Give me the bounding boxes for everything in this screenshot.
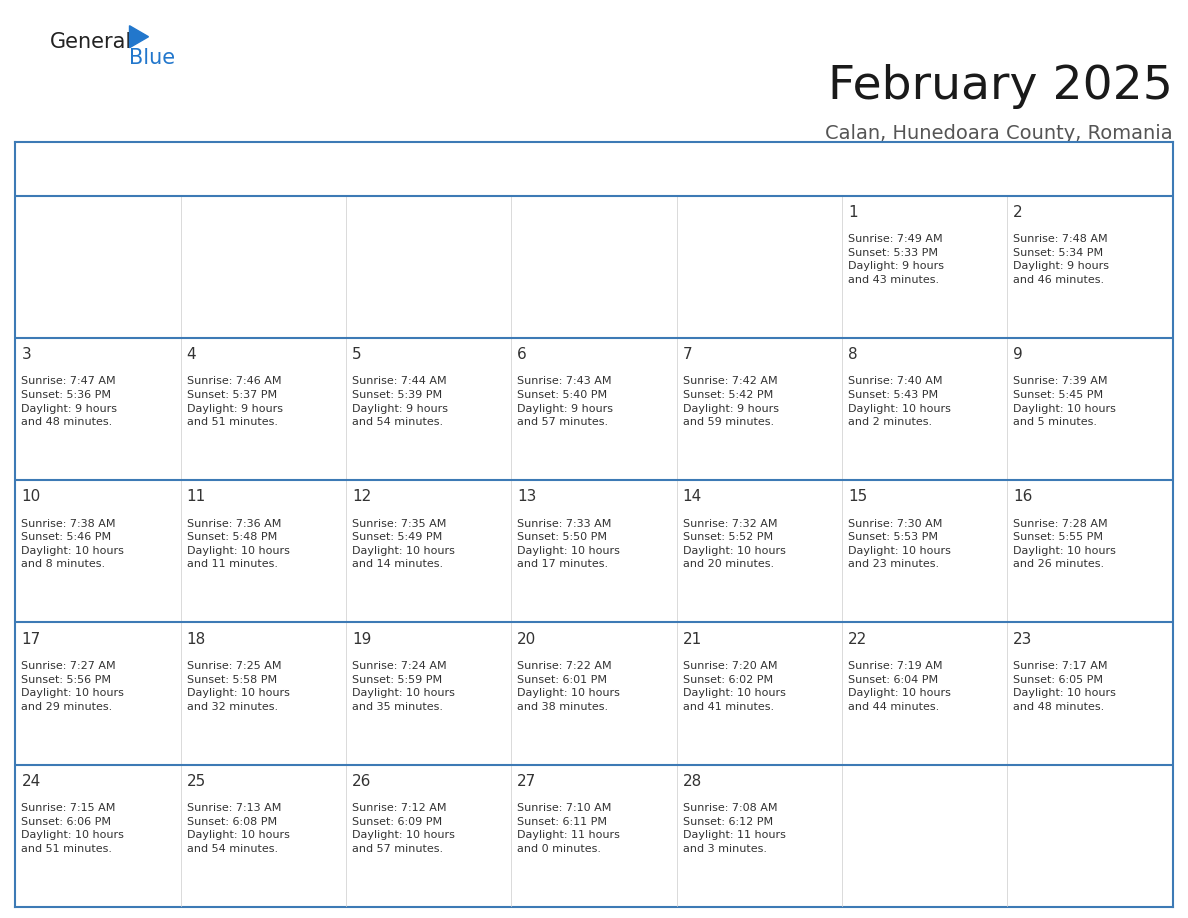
Text: Saturday: Saturday	[1055, 162, 1124, 176]
Text: 4: 4	[187, 347, 196, 362]
Text: 22: 22	[848, 632, 867, 646]
Text: Sunrise: 7:35 AM
Sunset: 5:49 PM
Daylight: 10 hours
and 14 minutes.: Sunrise: 7:35 AM Sunset: 5:49 PM Dayligh…	[352, 519, 455, 569]
Text: Sunrise: 7:13 AM
Sunset: 6:08 PM
Daylight: 10 hours
and 54 minutes.: Sunrise: 7:13 AM Sunset: 6:08 PM Dayligh…	[187, 803, 290, 854]
Text: 26: 26	[352, 774, 372, 789]
Text: Calan, Hunedoara County, Romania: Calan, Hunedoara County, Romania	[824, 124, 1173, 143]
Text: Tuesday: Tuesday	[398, 162, 460, 176]
Text: 8: 8	[848, 347, 858, 362]
Text: Monday: Monday	[233, 162, 293, 176]
Text: 18: 18	[187, 632, 206, 646]
Text: 11: 11	[187, 489, 206, 504]
Text: 23: 23	[1013, 632, 1032, 646]
Text: Sunrise: 7:25 AM
Sunset: 5:58 PM
Daylight: 10 hours
and 32 minutes.: Sunrise: 7:25 AM Sunset: 5:58 PM Dayligh…	[187, 661, 290, 711]
Text: February 2025: February 2025	[828, 64, 1173, 109]
Text: Sunrise: 7:47 AM
Sunset: 5:36 PM
Daylight: 9 hours
and 48 minutes.: Sunrise: 7:47 AM Sunset: 5:36 PM Dayligh…	[21, 376, 118, 427]
Text: Sunrise: 7:44 AM
Sunset: 5:39 PM
Daylight: 9 hours
and 54 minutes.: Sunrise: 7:44 AM Sunset: 5:39 PM Dayligh…	[352, 376, 448, 427]
Text: 1: 1	[848, 205, 858, 219]
Text: Sunrise: 7:24 AM
Sunset: 5:59 PM
Daylight: 10 hours
and 35 minutes.: Sunrise: 7:24 AM Sunset: 5:59 PM Dayligh…	[352, 661, 455, 711]
Text: 12: 12	[352, 489, 371, 504]
Text: Sunrise: 7:33 AM
Sunset: 5:50 PM
Daylight: 10 hours
and 17 minutes.: Sunrise: 7:33 AM Sunset: 5:50 PM Dayligh…	[517, 519, 620, 569]
Text: 20: 20	[517, 632, 537, 646]
Text: 2: 2	[1013, 205, 1023, 219]
Text: Sunrise: 7:30 AM
Sunset: 5:53 PM
Daylight: 10 hours
and 23 minutes.: Sunrise: 7:30 AM Sunset: 5:53 PM Dayligh…	[848, 519, 950, 569]
Text: General: General	[50, 32, 132, 52]
Text: Sunrise: 7:38 AM
Sunset: 5:46 PM
Daylight: 10 hours
and 8 minutes.: Sunrise: 7:38 AM Sunset: 5:46 PM Dayligh…	[21, 519, 125, 569]
Text: 27: 27	[517, 774, 537, 789]
Text: 3: 3	[21, 347, 31, 362]
Text: Sunrise: 7:19 AM
Sunset: 6:04 PM
Daylight: 10 hours
and 44 minutes.: Sunrise: 7:19 AM Sunset: 6:04 PM Dayligh…	[848, 661, 950, 711]
Text: 6: 6	[517, 347, 527, 362]
Text: Sunrise: 7:27 AM
Sunset: 5:56 PM
Daylight: 10 hours
and 29 minutes.: Sunrise: 7:27 AM Sunset: 5:56 PM Dayligh…	[21, 661, 125, 711]
Text: Sunrise: 7:15 AM
Sunset: 6:06 PM
Daylight: 10 hours
and 51 minutes.: Sunrise: 7:15 AM Sunset: 6:06 PM Dayligh…	[21, 803, 125, 854]
Text: 9: 9	[1013, 347, 1023, 362]
Text: 28: 28	[683, 774, 702, 789]
Text: Sunrise: 7:28 AM
Sunset: 5:55 PM
Daylight: 10 hours
and 26 minutes.: Sunrise: 7:28 AM Sunset: 5:55 PM Dayligh…	[1013, 519, 1116, 569]
Text: 5: 5	[352, 347, 361, 362]
Text: Sunday: Sunday	[70, 162, 127, 176]
Text: Wednesday: Wednesday	[550, 162, 638, 176]
Text: Sunrise: 7:48 AM
Sunset: 5:34 PM
Daylight: 9 hours
and 46 minutes.: Sunrise: 7:48 AM Sunset: 5:34 PM Dayligh…	[1013, 234, 1110, 285]
Text: Sunrise: 7:22 AM
Sunset: 6:01 PM
Daylight: 10 hours
and 38 minutes.: Sunrise: 7:22 AM Sunset: 6:01 PM Dayligh…	[517, 661, 620, 711]
Text: 10: 10	[21, 489, 40, 504]
Text: Friday: Friday	[902, 162, 948, 176]
Text: 25: 25	[187, 774, 206, 789]
Text: 19: 19	[352, 632, 372, 646]
Text: 15: 15	[848, 489, 867, 504]
Text: Sunrise: 7:40 AM
Sunset: 5:43 PM
Daylight: 10 hours
and 2 minutes.: Sunrise: 7:40 AM Sunset: 5:43 PM Dayligh…	[848, 376, 950, 427]
Text: Sunrise: 7:49 AM
Sunset: 5:33 PM
Daylight: 9 hours
and 43 minutes.: Sunrise: 7:49 AM Sunset: 5:33 PM Dayligh…	[848, 234, 944, 285]
Text: Sunrise: 7:42 AM
Sunset: 5:42 PM
Daylight: 9 hours
and 59 minutes.: Sunrise: 7:42 AM Sunset: 5:42 PM Dayligh…	[683, 376, 778, 427]
Text: Sunrise: 7:08 AM
Sunset: 6:12 PM
Daylight: 11 hours
and 3 minutes.: Sunrise: 7:08 AM Sunset: 6:12 PM Dayligh…	[683, 803, 785, 854]
Text: Sunrise: 7:43 AM
Sunset: 5:40 PM
Daylight: 9 hours
and 57 minutes.: Sunrise: 7:43 AM Sunset: 5:40 PM Dayligh…	[517, 376, 613, 427]
Text: Sunrise: 7:36 AM
Sunset: 5:48 PM
Daylight: 10 hours
and 11 minutes.: Sunrise: 7:36 AM Sunset: 5:48 PM Dayligh…	[187, 519, 290, 569]
Text: 21: 21	[683, 632, 702, 646]
Text: 17: 17	[21, 632, 40, 646]
Text: Sunrise: 7:39 AM
Sunset: 5:45 PM
Daylight: 10 hours
and 5 minutes.: Sunrise: 7:39 AM Sunset: 5:45 PM Dayligh…	[1013, 376, 1116, 427]
Text: Sunrise: 7:17 AM
Sunset: 6:05 PM
Daylight: 10 hours
and 48 minutes.: Sunrise: 7:17 AM Sunset: 6:05 PM Dayligh…	[1013, 661, 1116, 711]
Text: Sunrise: 7:20 AM
Sunset: 6:02 PM
Daylight: 10 hours
and 41 minutes.: Sunrise: 7:20 AM Sunset: 6:02 PM Dayligh…	[683, 661, 785, 711]
Text: Sunrise: 7:32 AM
Sunset: 5:52 PM
Daylight: 10 hours
and 20 minutes.: Sunrise: 7:32 AM Sunset: 5:52 PM Dayligh…	[683, 519, 785, 569]
Text: Sunrise: 7:10 AM
Sunset: 6:11 PM
Daylight: 11 hours
and 0 minutes.: Sunrise: 7:10 AM Sunset: 6:11 PM Dayligh…	[517, 803, 620, 854]
Text: 7: 7	[683, 347, 693, 362]
Text: 16: 16	[1013, 489, 1032, 504]
Text: 14: 14	[683, 489, 702, 504]
Text: 24: 24	[21, 774, 40, 789]
Text: Sunrise: 7:46 AM
Sunset: 5:37 PM
Daylight: 9 hours
and 51 minutes.: Sunrise: 7:46 AM Sunset: 5:37 PM Dayligh…	[187, 376, 283, 427]
Text: Thursday: Thursday	[723, 162, 795, 176]
Text: Sunrise: 7:12 AM
Sunset: 6:09 PM
Daylight: 10 hours
and 57 minutes.: Sunrise: 7:12 AM Sunset: 6:09 PM Dayligh…	[352, 803, 455, 854]
Text: 13: 13	[517, 489, 537, 504]
Text: Blue: Blue	[129, 48, 176, 68]
